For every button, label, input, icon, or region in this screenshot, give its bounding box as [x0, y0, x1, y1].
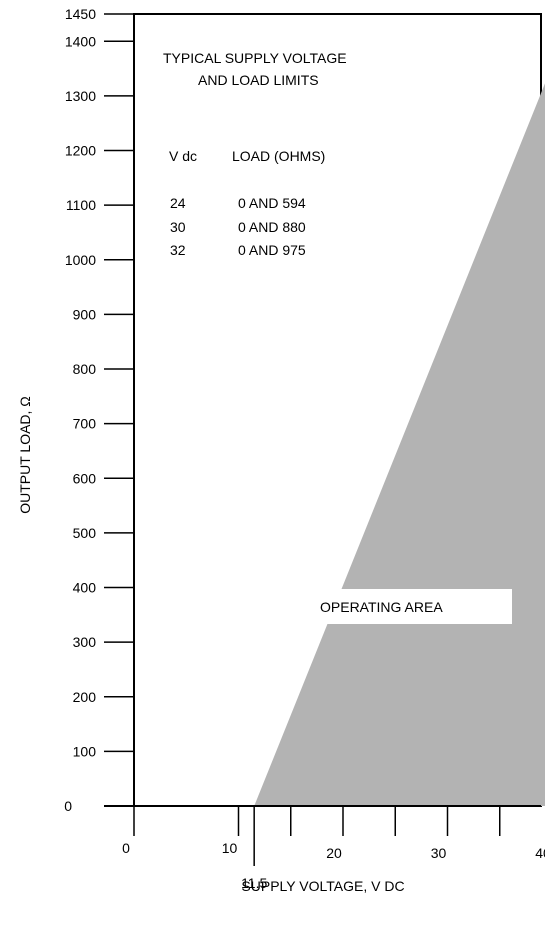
x-tick-label: 10: [222, 840, 238, 856]
y-tick-label: 1400: [65, 33, 96, 49]
table-row-load: 0 AND 594: [238, 195, 306, 211]
y-axis-title: OUTPUT LOAD, Ω: [17, 396, 33, 514]
y-tick-label: 400: [73, 580, 97, 596]
y-tick-label: 0: [64, 798, 72, 814]
y-tick-label: 1200: [65, 143, 96, 159]
y-tick-label: 300: [73, 634, 97, 650]
y-tick-label: 1300: [65, 88, 96, 104]
y-tick-label: 500: [73, 525, 97, 541]
table-row-voltage: 24: [170, 195, 186, 211]
operating-area: [254, 83, 545, 806]
operating-area-label-box: [311, 589, 512, 624]
note-title-line2: AND LOAD LIMITS: [198, 72, 319, 88]
x-tick-label: 30: [431, 845, 447, 861]
y-tick-label: 800: [73, 361, 97, 377]
x-tick-label: 0: [122, 840, 130, 856]
y-tick-label: 1100: [66, 197, 96, 213]
table-row-load: 0 AND 880: [238, 219, 306, 235]
x-tick-label: 20: [326, 845, 342, 861]
y-tick-label: 200: [73, 689, 97, 705]
table-row-voltage: 30: [170, 219, 186, 235]
note-title-line1: TYPICAL SUPPLY VOLTAGE: [163, 50, 347, 66]
y-tick-label: 600: [73, 470, 97, 486]
table-row-voltage: 32: [170, 242, 186, 258]
y-tick-label: 1450: [65, 6, 96, 22]
table-row-load: 0 AND 975: [238, 242, 306, 258]
table-header-voltage: V dc: [169, 148, 197, 164]
y-axis: 0 100 200 300 400 500 600 700 800 900 1000 1100 1200…: [64, 6, 135, 814]
y-tick-label: 1000: [65, 252, 96, 268]
x-tick-label: 11.5: [241, 875, 267, 891]
operating-area-label: OPERATING AREA: [320, 599, 443, 615]
table-header-load: LOAD (OHMS): [232, 148, 325, 164]
y-tick-label: 100: [73, 743, 97, 759]
x-tick-label: 40: [535, 845, 545, 861]
y-tick-label: 900: [73, 306, 97, 322]
x-axis-title: SUPPLY VOLTAGE, V DC: [241, 878, 404, 894]
x-axis: 01020304011.542: [104, 805, 545, 891]
y-tick-label: 700: [73, 416, 97, 432]
